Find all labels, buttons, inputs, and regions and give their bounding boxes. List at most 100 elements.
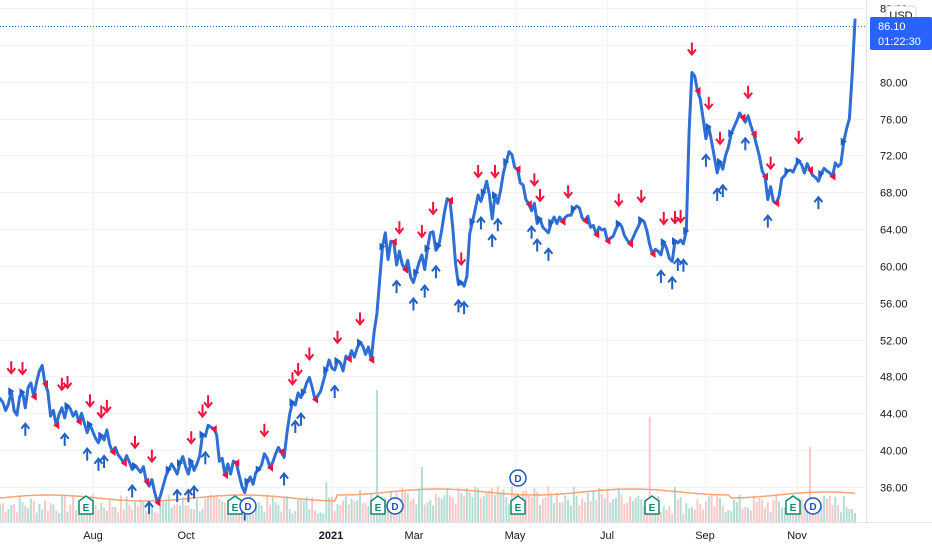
- signal-triangle: [357, 338, 363, 347]
- volume-bar: [780, 507, 783, 522]
- volume-bar: [693, 509, 696, 522]
- volume-bar: [730, 511, 733, 522]
- sell-signal-arrow: [96, 405, 107, 420]
- volume-bar: [491, 487, 494, 522]
- volume-bar: [269, 504, 271, 522]
- buy-signal-arrow: [279, 471, 289, 486]
- signal-triangle: [638, 215, 645, 224]
- volume-bar: [412, 498, 415, 522]
- volume-bar: [508, 504, 511, 522]
- last-price-value: 86.10: [878, 21, 906, 33]
- volume-bar: [38, 504, 41, 522]
- volume-bar: [125, 496, 128, 522]
- signal-triangle: [222, 471, 228, 480]
- volume-bar: [609, 502, 612, 522]
- volume-bar: [778, 501, 781, 522]
- volume-bar: [758, 498, 761, 522]
- signal-triangle: [548, 218, 555, 227]
- volume-bar: [747, 507, 750, 522]
- volume-bar: [0, 504, 1, 522]
- sell-signal-arrow: [332, 330, 343, 345]
- volume-bar: [454, 503, 457, 522]
- volume-bar: [688, 508, 691, 522]
- volume-bar: [620, 494, 623, 522]
- trade-signal-markers: [6, 42, 847, 521]
- buy-signal-arrow: [99, 454, 109, 469]
- dividend-event-marker[interactable]: D: [509, 469, 527, 487]
- sell-signal-arrow: [529, 173, 540, 187]
- buy-signal-arrow: [408, 296, 419, 311]
- earnings-event-marker[interactable]: E: [78, 495, 94, 515]
- volume-bar: [201, 508, 204, 522]
- volume-bar: [18, 496, 21, 522]
- volume-bar: [738, 494, 741, 522]
- volume-bar: [578, 505, 581, 522]
- signal-triangle: [87, 420, 93, 429]
- volume-bar: [426, 502, 429, 522]
- signal-triangle: [132, 461, 138, 470]
- sell-signal-arrow: [613, 193, 624, 208]
- volume-bar: [468, 492, 471, 522]
- signal-triangle: [143, 477, 150, 486]
- volume-bar: [117, 512, 120, 522]
- event-label: D: [809, 502, 816, 513]
- y-tick-label: 44.00: [880, 409, 908, 421]
- signal-triangle: [188, 457, 195, 466]
- price-line-series[interactable]: [0, 18, 857, 505]
- volume-bar: [375, 390, 378, 522]
- volume-bar: [209, 494, 212, 522]
- signal-triangle: [705, 122, 712, 131]
- buy-signal-arrow: [93, 457, 104, 471]
- signal-triangle: [278, 447, 285, 456]
- signal-triangle: [829, 172, 836, 181]
- buy-signal-arrow: [532, 237, 542, 252]
- volume-bar: [592, 491, 595, 522]
- signal-triangle: [818, 169, 825, 178]
- volume-bar: [224, 502, 226, 522]
- earnings-event-marker[interactable]: E: [785, 495, 801, 515]
- volume-bar: [555, 492, 558, 522]
- time-axis[interactable]: Aug Oct 2021 Mar May Jul Sep Nov: [83, 530, 807, 542]
- volume-bar: [558, 502, 561, 522]
- signal-triangle: [289, 398, 296, 407]
- volume-bar: [212, 495, 215, 522]
- volume-bar: [682, 513, 685, 522]
- volume-bar: [114, 507, 117, 522]
- volume-bar: [52, 504, 55, 522]
- volume-bar: [164, 501, 167, 522]
- volume-bar: [89, 510, 91, 522]
- volume-bar: [128, 504, 131, 522]
- dividend-event-marker[interactable]: D: [386, 497, 404, 515]
- signal-triangle: [435, 241, 442, 250]
- volume-bar: [159, 505, 162, 522]
- volume-bar: [254, 506, 257, 522]
- event-label: E: [83, 503, 90, 514]
- earnings-event-marker[interactable]: E: [644, 495, 660, 515]
- volume-bar: [136, 506, 139, 522]
- volume-bar: [10, 505, 13, 522]
- buy-signal-arrow: [82, 447, 92, 461]
- x-tick-label: Oct: [177, 530, 194, 542]
- signal-triangle: [660, 237, 667, 246]
- signal-triangle: [784, 167, 791, 176]
- buy-signal-arrow: [813, 195, 824, 210]
- volume-bar: [344, 496, 347, 522]
- volume-bar: [100, 503, 103, 522]
- sell-signal-arrow: [793, 130, 804, 145]
- dividend-event-marker[interactable]: D: [804, 497, 822, 515]
- volume-bar: [330, 497, 333, 522]
- volume-bar: [184, 505, 187, 522]
- signal-triangle: [255, 465, 262, 474]
- earnings-event-marker[interactable]: E: [510, 495, 526, 515]
- volume-bar: [305, 496, 308, 522]
- dividend-event-marker[interactable]: D: [239, 497, 257, 515]
- sell-signal-arrow: [563, 185, 573, 199]
- earnings-event-marker[interactable]: E: [370, 495, 386, 515]
- volume-bar: [409, 500, 412, 522]
- volume-bar: [15, 512, 18, 522]
- price-axis[interactable]: 88.0084.0080.0076.0072.0068.0064.0060.00…: [880, 4, 908, 495]
- volume-bar: [541, 498, 544, 522]
- volume-bar: [772, 499, 775, 522]
- volume-bar: [204, 498, 207, 522]
